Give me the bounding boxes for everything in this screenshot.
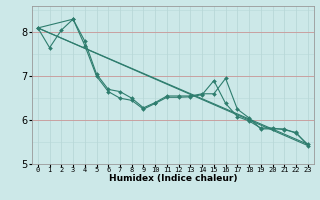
X-axis label: Humidex (Indice chaleur): Humidex (Indice chaleur) [108, 174, 237, 183]
